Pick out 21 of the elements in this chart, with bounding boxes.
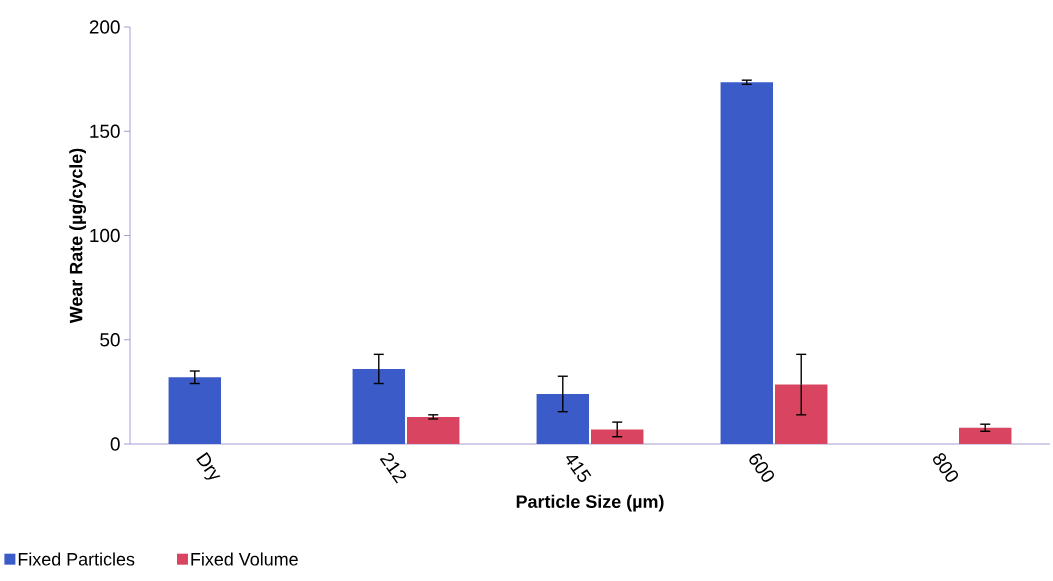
y-tick-label: 0: [110, 437, 120, 451]
x-tick-label: 600: [749, 453, 775, 482]
y-axis-title: Wear Rate (µg/cycle): [69, 148, 87, 324]
bar: [591, 429, 644, 444]
bar: [720, 82, 774, 444]
x-tick-label: 800: [933, 453, 959, 482]
legend-label: Fixed Volume: [191, 552, 298, 566]
x-axis-title: Particle Size (µm): [516, 494, 664, 512]
y-tick-label: 200: [89, 20, 120, 34]
bar: [959, 427, 1012, 444]
x-tick-label: Dry: [196, 452, 221, 480]
x-tick-label: 212: [379, 453, 407, 484]
x-tick-label: 415: [566, 456, 592, 482]
bar: [352, 368, 406, 444]
y-tick-label: 100: [90, 228, 120, 243]
bar: [407, 416, 460, 444]
legend-label: Fixed Particles: [18, 552, 135, 566]
y-tick-label: 150: [90, 124, 120, 138]
bar: [536, 393, 590, 444]
y-tick-label: 50: [100, 333, 120, 347]
bar: [168, 377, 221, 444]
